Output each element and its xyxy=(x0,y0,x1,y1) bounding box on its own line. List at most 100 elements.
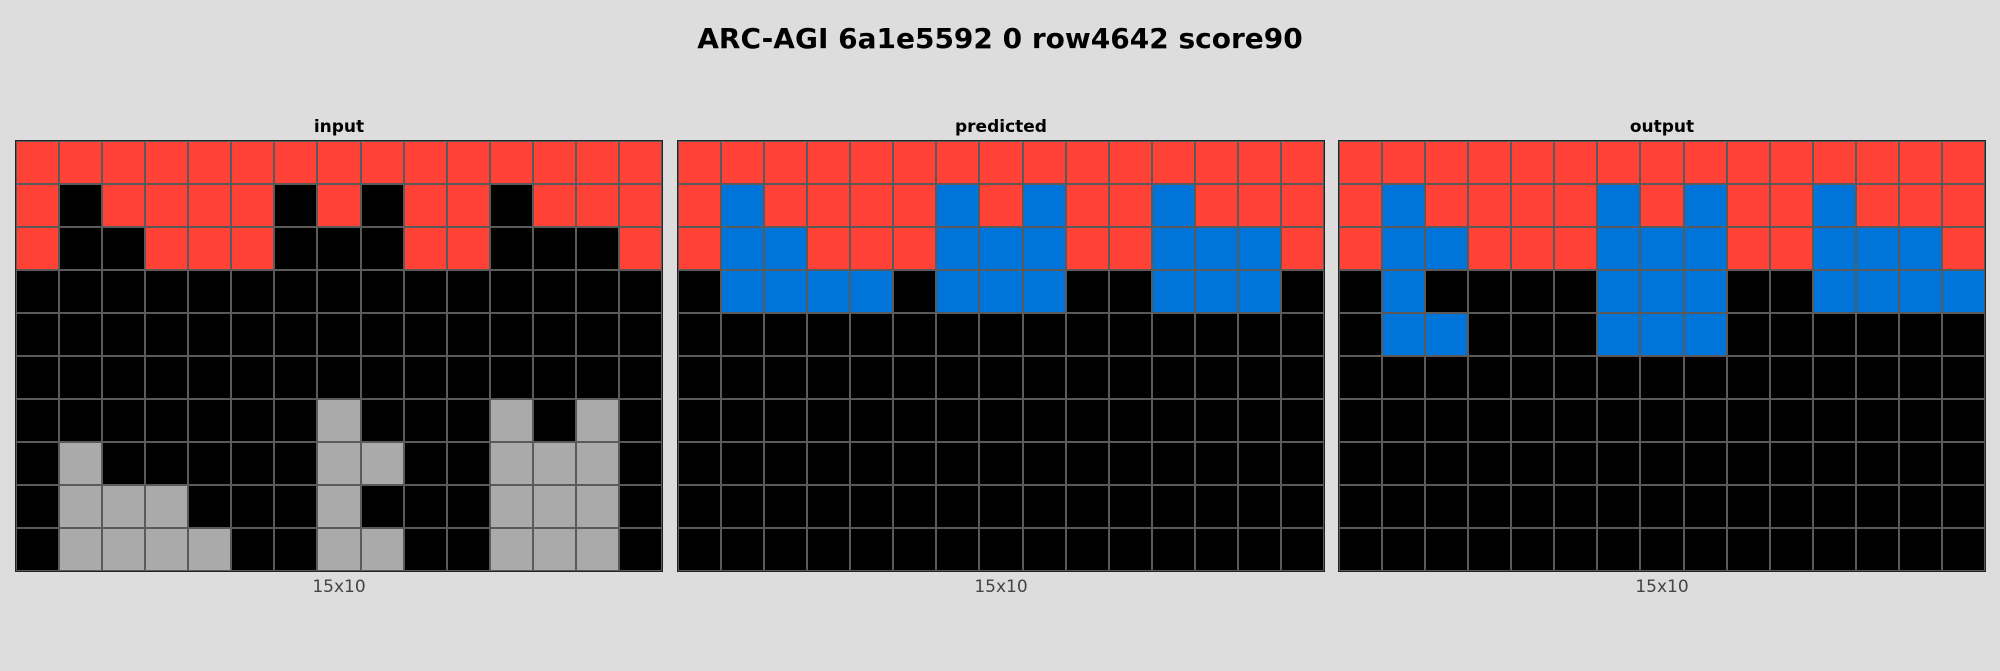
grid-cell xyxy=(102,227,146,270)
grid-cell xyxy=(403,399,447,442)
grid-cell xyxy=(1941,442,1985,485)
grid-cell xyxy=(618,141,662,184)
grid-cell xyxy=(1640,227,1684,270)
grid-cell xyxy=(446,528,490,571)
grid-cell xyxy=(532,485,576,528)
grid-cell xyxy=(1065,184,1109,227)
grid-cell xyxy=(532,442,576,485)
grid-cell xyxy=(575,528,619,571)
grid-cell xyxy=(317,141,361,184)
grid-cell xyxy=(1339,270,1383,313)
grid-cell xyxy=(1769,399,1813,442)
grid-cell xyxy=(979,399,1023,442)
grid-cell xyxy=(1339,184,1383,227)
grid-cell xyxy=(489,399,533,442)
grid-cell xyxy=(1382,528,1426,571)
grid-dimensions: 15x10 xyxy=(312,577,366,597)
grid-cell xyxy=(1812,485,1856,528)
grid-cell xyxy=(1468,356,1512,399)
grid-cell xyxy=(1425,141,1469,184)
grid-cell xyxy=(317,442,361,485)
grid-cell xyxy=(1425,227,1469,270)
grid-cell xyxy=(145,399,189,442)
grid-cell xyxy=(1022,442,1066,485)
grid-cell xyxy=(1425,356,1469,399)
grid-cell xyxy=(893,399,937,442)
grid-cell xyxy=(850,399,894,442)
grid-cell xyxy=(1554,442,1598,485)
grid-cell xyxy=(403,141,447,184)
grid-cell xyxy=(1237,485,1281,528)
grid-cell xyxy=(1683,141,1727,184)
grid-cell xyxy=(1237,399,1281,442)
grid-cell xyxy=(1726,356,1770,399)
grid-cell xyxy=(1022,528,1066,571)
grid-cell xyxy=(489,485,533,528)
grid-cell xyxy=(618,528,662,571)
grid-cell xyxy=(1726,184,1770,227)
grid-cell xyxy=(807,227,851,270)
grid-cell xyxy=(1468,399,1512,442)
grid-cell xyxy=(1468,485,1512,528)
grid-cell xyxy=(360,356,404,399)
grid-cell xyxy=(231,485,275,528)
grid-cell xyxy=(1511,485,1555,528)
grid-cell xyxy=(532,528,576,571)
grid-cell xyxy=(1640,399,1684,442)
grid-cell xyxy=(16,442,60,485)
grid-cell xyxy=(489,528,533,571)
grid-cell xyxy=(274,184,318,227)
grid-cell xyxy=(1511,313,1555,356)
grid-cell xyxy=(807,442,851,485)
grid-cell xyxy=(1065,356,1109,399)
grid-cell xyxy=(678,270,722,313)
grid-cell xyxy=(850,184,894,227)
grid-cell xyxy=(1511,270,1555,313)
grid-cell xyxy=(1151,528,1195,571)
grid-cell xyxy=(678,442,722,485)
grid-cell xyxy=(102,528,146,571)
grid-cell xyxy=(936,528,980,571)
grid-cell xyxy=(231,356,275,399)
grid-cell xyxy=(1339,485,1383,528)
grid-cell xyxy=(360,442,404,485)
grid-cell xyxy=(188,399,232,442)
grid-cell xyxy=(1769,356,1813,399)
grid-cell xyxy=(145,485,189,528)
grid-cell xyxy=(1382,184,1426,227)
grid-cell xyxy=(1898,399,1942,442)
grid-cell xyxy=(1194,184,1238,227)
grid-cell xyxy=(59,184,103,227)
grid-cell xyxy=(1511,227,1555,270)
output-grid xyxy=(1338,140,1986,572)
panel-title: output xyxy=(1629,117,1695,137)
grid-cell xyxy=(1108,485,1152,528)
grid-cell xyxy=(231,442,275,485)
grid-cell xyxy=(807,485,851,528)
grid-cell xyxy=(489,141,533,184)
grid-cell xyxy=(1812,442,1856,485)
grid-cell xyxy=(446,442,490,485)
grid-cell xyxy=(678,227,722,270)
grid-cell xyxy=(59,141,103,184)
grid-cell xyxy=(1597,399,1641,442)
grid-cell xyxy=(979,485,1023,528)
grid-cell xyxy=(893,184,937,227)
grid-cell xyxy=(678,141,722,184)
grid-cell xyxy=(936,270,980,313)
grid-cell xyxy=(678,313,722,356)
grid-cell xyxy=(1511,141,1555,184)
grid-cell xyxy=(1339,399,1383,442)
output-panel: output 15x10 xyxy=(1338,116,1986,598)
grid-cell xyxy=(1683,313,1727,356)
grid-cell xyxy=(16,141,60,184)
grid-cell xyxy=(1065,442,1109,485)
grid-cell xyxy=(1065,528,1109,571)
grid-cell xyxy=(145,442,189,485)
grid-cell xyxy=(893,356,937,399)
grid-cell xyxy=(575,399,619,442)
grid-cell xyxy=(489,184,533,227)
grid-cell xyxy=(59,485,103,528)
grid-cell xyxy=(1812,313,1856,356)
grid-cell xyxy=(1151,485,1195,528)
